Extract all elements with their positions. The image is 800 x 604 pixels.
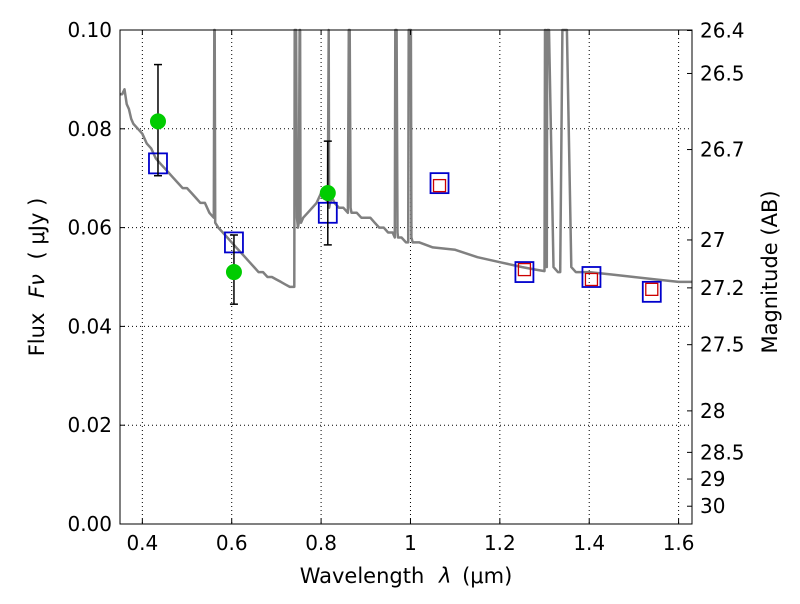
model-photometry-square (641, 280, 662, 303)
x-tick-label: 0.6 (216, 531, 248, 555)
x-tick-label: 1.6 (663, 531, 695, 555)
x-tick-label: 0.4 (126, 531, 158, 555)
y2-axis-label: Magnitude (AB) (758, 190, 782, 353)
y-axis-label-unit: ( μJy ) (25, 198, 49, 260)
model-photometry-square (514, 261, 535, 283)
observed-photometry-point (225, 264, 242, 281)
y-axis-label-main: Flux (25, 313, 49, 357)
upper-photometry-square (584, 272, 599, 287)
y-tick-label: 0.06 (67, 216, 112, 240)
y-tick-label: 0.08 (67, 117, 112, 141)
y-axis-label-symbol: Fν (25, 274, 49, 298)
x-axis-label: Wavelength λ (μm) (300, 564, 513, 588)
y-tick-label: 0.10 (67, 18, 112, 42)
x-tick-label: 1 (404, 531, 417, 555)
plot-frame (119, 29, 693, 525)
y2-tick-label: 27.5 (700, 333, 745, 357)
marker-layer (148, 63, 662, 305)
y2-tick-label: 27.2 (700, 276, 745, 300)
upper-photometry-square (432, 178, 447, 193)
observed-photometry-point (319, 185, 336, 202)
y-axis-label: Flux Fν ( μJy ) (25, 198, 49, 357)
y2-tick-label: 27 (700, 228, 725, 252)
upper-photometry-square (645, 282, 659, 297)
spectrum-layer (120, 28, 692, 289)
x-tick-label: 1.4 (573, 531, 605, 555)
y2-tick-label: 28.5 (700, 440, 745, 464)
model-photometry-square (581, 266, 602, 288)
y2-tick-label: 28 (700, 399, 725, 423)
y-tick-label: 0.00 (67, 512, 112, 536)
x-tick-label: 0.8 (305, 531, 337, 555)
y2-tick-label: 26.4 (700, 18, 745, 42)
grid (120, 30, 692, 524)
upper-photometry-square (517, 262, 532, 277)
y2-tick-label: 26.7 (700, 138, 745, 162)
y-tick-label: 0.02 (67, 413, 112, 437)
x-axis-label-main: Wavelength (300, 564, 425, 588)
tick-layer: 0.4 0.6 0.8 1 1.2 1.4 1.6 0.00 0.02 0.04 0.06 0.08 0… (67, 18, 744, 555)
model-spectrum-line (120, 28, 692, 289)
y2-tick-label: 29 (700, 467, 725, 491)
y-tick-label: 0.04 (67, 314, 112, 338)
x-axis-label-unit: (μm) (462, 564, 512, 588)
x-axis-label-symbol: λ (438, 564, 451, 588)
x-tick-label: 1.2 (484, 531, 516, 555)
model-photometry-square (429, 172, 450, 195)
y2-tick-label: 26.5 (700, 61, 745, 85)
observed-photometry-point (149, 113, 166, 130)
y2-tick-label: 30 (700, 494, 725, 518)
